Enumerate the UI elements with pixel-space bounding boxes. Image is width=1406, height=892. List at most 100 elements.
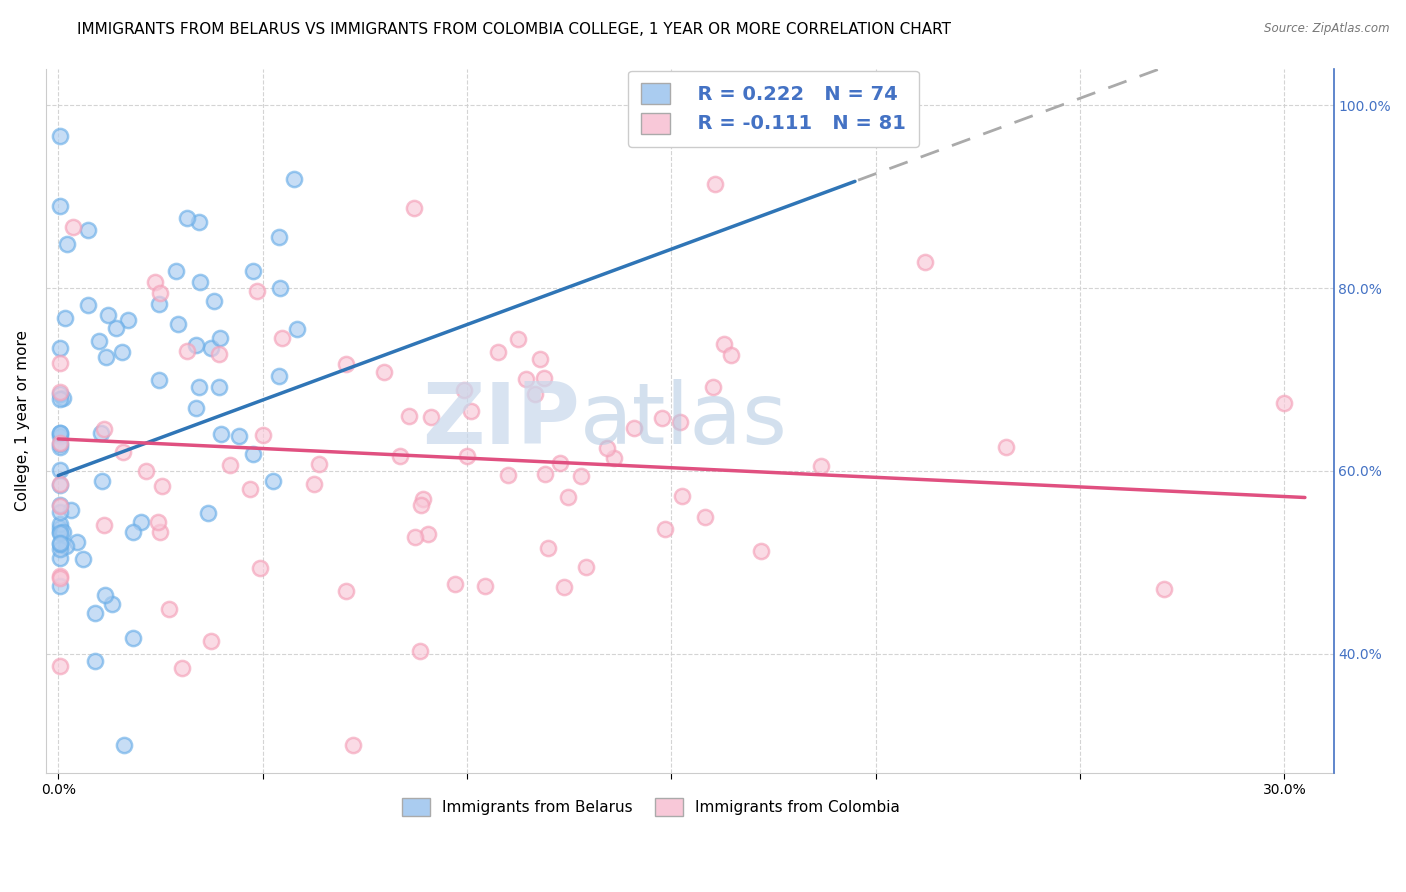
Point xyxy=(49,463,72,477)
Text: ZIP: ZIP xyxy=(423,379,581,462)
Point xyxy=(101,597,124,611)
Point xyxy=(669,416,692,430)
Point xyxy=(59,503,82,517)
Point xyxy=(703,178,725,192)
Point xyxy=(408,644,430,658)
Point xyxy=(249,561,271,575)
Point xyxy=(165,264,187,278)
Point xyxy=(49,387,72,401)
Point xyxy=(553,580,575,594)
Point xyxy=(252,428,274,442)
Point xyxy=(267,369,290,384)
Point xyxy=(720,348,742,362)
Point xyxy=(149,524,172,539)
Point xyxy=(49,341,72,355)
Point xyxy=(523,386,546,401)
Point xyxy=(49,521,72,535)
Point xyxy=(49,425,72,440)
Point xyxy=(187,380,209,394)
Point xyxy=(117,312,139,326)
Point xyxy=(87,334,110,348)
Point xyxy=(995,441,1018,455)
Point xyxy=(342,739,364,753)
Point xyxy=(269,230,291,244)
Point xyxy=(548,456,571,470)
Point xyxy=(209,331,232,345)
Point xyxy=(411,498,433,512)
Point xyxy=(208,347,231,361)
Point xyxy=(186,338,208,352)
Point xyxy=(49,550,72,565)
Point xyxy=(72,551,94,566)
Point xyxy=(49,536,72,550)
Point xyxy=(262,474,284,488)
Point xyxy=(49,499,72,513)
Point xyxy=(515,372,537,386)
Point xyxy=(537,541,560,556)
Point xyxy=(200,342,222,356)
Point xyxy=(242,447,264,461)
Point xyxy=(486,345,509,359)
Point xyxy=(49,384,72,399)
Point xyxy=(49,499,72,513)
Point xyxy=(93,517,115,532)
Point xyxy=(143,275,166,289)
Point xyxy=(398,409,420,423)
Point xyxy=(84,654,107,668)
Point xyxy=(97,309,120,323)
Point xyxy=(176,343,198,358)
Point xyxy=(104,321,127,335)
Point xyxy=(49,436,72,450)
Point xyxy=(52,525,75,540)
Point xyxy=(135,464,157,478)
Point xyxy=(49,440,72,454)
Point xyxy=(557,490,579,504)
Point xyxy=(176,211,198,225)
Point xyxy=(49,569,72,583)
Point xyxy=(596,441,619,455)
Point xyxy=(208,380,231,394)
Point xyxy=(444,577,467,591)
Point xyxy=(157,602,180,616)
Point xyxy=(76,298,98,312)
Point xyxy=(460,403,482,417)
Point xyxy=(533,370,555,384)
Point xyxy=(420,409,443,424)
Point xyxy=(270,331,292,345)
Point xyxy=(112,739,135,753)
Point xyxy=(1153,582,1175,596)
Point xyxy=(602,450,624,465)
Point xyxy=(49,392,72,406)
Point xyxy=(453,383,475,397)
Point xyxy=(529,352,551,367)
Point xyxy=(209,426,232,441)
Point xyxy=(246,284,269,298)
Point xyxy=(83,606,105,620)
Text: IMMIGRANTS FROM BELARUS VS IMMIGRANTS FROM COLOMBIA COLLEGE, 1 YEAR OR MORE CORR: IMMIGRANTS FROM BELARUS VS IMMIGRANTS FR… xyxy=(77,22,952,37)
Point xyxy=(373,366,395,380)
Point xyxy=(122,632,145,646)
Point xyxy=(239,482,262,496)
Point xyxy=(148,373,170,387)
Point xyxy=(188,215,211,229)
Point xyxy=(49,477,72,491)
Point xyxy=(49,128,72,143)
Point xyxy=(49,535,72,549)
Point xyxy=(53,310,76,325)
Point xyxy=(200,634,222,648)
Point xyxy=(146,515,169,529)
Point xyxy=(412,491,434,506)
Point xyxy=(810,459,832,474)
Point xyxy=(49,437,72,451)
Point xyxy=(55,539,77,553)
Point xyxy=(508,332,530,346)
Y-axis label: College, 1 year or more: College, 1 year or more xyxy=(15,330,30,511)
Point xyxy=(49,505,72,519)
Point xyxy=(150,479,173,493)
Point xyxy=(388,449,411,463)
Point xyxy=(308,457,330,471)
Point xyxy=(474,579,496,593)
Point xyxy=(302,477,325,491)
Point xyxy=(93,422,115,436)
Point xyxy=(456,449,478,463)
